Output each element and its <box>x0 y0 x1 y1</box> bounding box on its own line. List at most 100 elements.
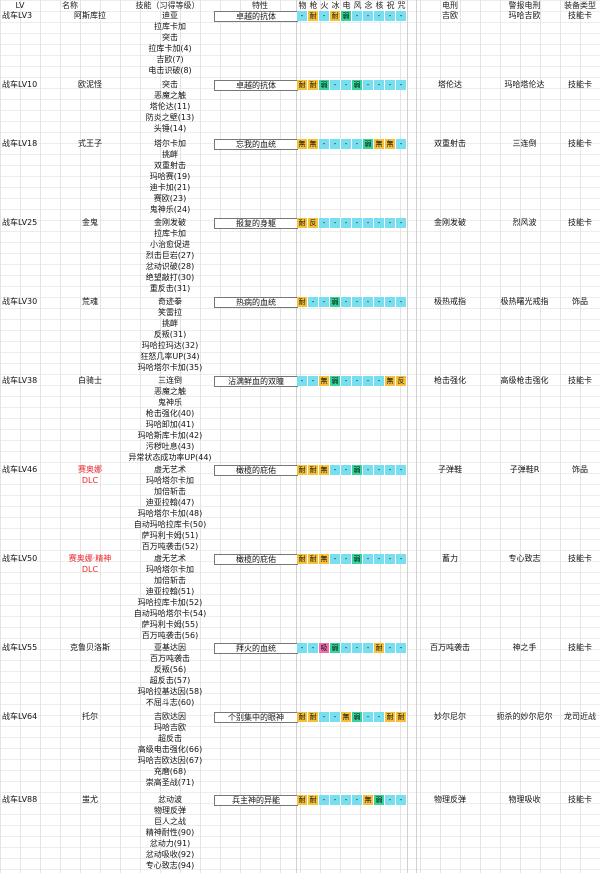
skill-item: 塔尔卡加 <box>154 139 186 148</box>
header-cell: 物 <box>298 1 307 10</box>
header-cell: 咒 <box>397 1 406 10</box>
persona-name: 蚩尤 <box>82 795 98 804</box>
resistance-cell: - <box>319 297 330 307</box>
skill-item: 反叛(31) <box>153 330 187 339</box>
skill-item: 拉库卡加(4) <box>148 44 192 53</box>
row-level: 战车LV64 <box>2 712 38 721</box>
skill-item: 玛哈塔尔卡加(48) <box>137 509 203 518</box>
header-cell: 火 <box>320 1 329 10</box>
skill-item: 崇高圣战(71) <box>145 778 195 787</box>
skill-item: 吉欧(7) <box>156 55 184 64</box>
skill-item: 物理反弹 <box>154 806 186 815</box>
skill-item: 精神耐性(90) <box>145 828 195 837</box>
resistance-cell: 無 <box>374 139 385 149</box>
skill-item: 枪击强化(40) <box>145 409 195 418</box>
equipment-type: 技能卡 <box>568 376 592 385</box>
persona-name: 克鲁贝洛斯 <box>70 643 110 652</box>
resistance-cell: - <box>341 643 352 653</box>
resistance-cell: 弱 <box>330 376 341 386</box>
resistance-cell: 無 <box>308 139 319 149</box>
header-cell: 祝 <box>386 1 395 10</box>
skill-item: 虚无艺术 <box>154 465 186 474</box>
resistance-cell: 耐 <box>308 712 319 722</box>
resistance-cell: - <box>319 795 330 805</box>
resistance-cell: 弱 <box>330 297 341 307</box>
resistance-cell: 無 <box>319 465 330 475</box>
resistance-cell: - <box>330 218 341 228</box>
skill-item: 挑衅 <box>162 150 178 159</box>
resistance-cell: - <box>363 465 374 475</box>
resistance-cell: - <box>330 712 341 722</box>
trait-cell: 卓越的抗体 <box>214 80 298 91</box>
alarm-electric-chair-result: 高级枪击强化 <box>500 376 549 385</box>
resistance-cell: 弱 <box>352 712 363 722</box>
alarm-electric-chair-result: 物理吸收 <box>508 795 541 804</box>
header-cell: 念 <box>364 1 373 10</box>
resistance-cell: - <box>374 376 385 386</box>
trait-cell: 个别集中的眼神 <box>214 712 298 723</box>
resistance-cell: - <box>385 554 396 564</box>
skill-item: 赛欧(23) <box>153 194 187 203</box>
header-cell: LV <box>15 1 25 10</box>
resistance-cell: 耐 <box>308 465 319 475</box>
resistance-cell: - <box>341 795 352 805</box>
trait-cell: 忘我的血统 <box>214 139 298 150</box>
resistance-cell: - <box>385 465 396 475</box>
electric-chair-result: 百万吨袭击 <box>430 643 470 652</box>
persona-name: 荒魂 <box>82 297 98 306</box>
skill-item: 虚无艺术 <box>154 554 186 563</box>
row-level: 战车LV50 <box>2 554 38 563</box>
equipment-type: 技能卡 <box>568 643 592 652</box>
resistance-cell: 吸 <box>319 643 330 653</box>
resistance-cell: - <box>363 712 374 722</box>
skill-item: 玛哈塔尔卡加 <box>146 476 194 485</box>
skill-item: 超反击 <box>158 734 182 743</box>
resistance-cell: - <box>341 376 352 386</box>
resistance-cell: - <box>297 643 308 653</box>
resistance-cell: 耐 <box>308 80 319 90</box>
skill-item: 恶魔之触 <box>154 91 186 100</box>
alarm-electric-chair-result: 玛哈吉欧 <box>508 11 541 20</box>
persona-name: 赛奥娜·精神 <box>68 554 112 563</box>
skill-item: 头锤(14) <box>153 124 187 133</box>
resistance-cell: 耐 <box>385 712 396 722</box>
skill-item: 突击 <box>162 33 178 42</box>
column-divider <box>416 0 417 873</box>
skill-item: 迪亚拉翰(47) <box>145 498 195 507</box>
resistance-cell: - <box>330 80 341 90</box>
resistance-cell: 弱 <box>352 465 363 475</box>
skill-item: 玛哈塔尔卡加(35) <box>137 363 203 372</box>
electric-chair-result: 子弹鞋 <box>438 465 462 474</box>
resistance-cell: - <box>396 554 407 564</box>
skill-item: 玛哈斯库卡加(42) <box>137 431 203 440</box>
resistance-cell: 無 <box>319 554 330 564</box>
skill-item: 异常状态成功率UP(44) <box>128 453 212 462</box>
resistance-cell: - <box>341 139 352 149</box>
skill-item: 专心致志(94) <box>145 861 195 870</box>
alarm-electric-chair-result: 玛哈塔伦达 <box>504 80 545 89</box>
skill-item: 吉欧达因 <box>154 712 186 721</box>
skill-item: 拉库卡加 <box>154 22 186 31</box>
skill-item: 充磨(68) <box>153 767 187 776</box>
header-cell: 电 <box>342 1 351 10</box>
skill-item: 加倍斩击 <box>154 576 186 585</box>
alarm-electric-chair-result: 专心致志 <box>508 554 541 563</box>
resistance-cell: - <box>341 465 352 475</box>
resistance-cell: 耐 <box>330 11 341 21</box>
resistance-cell: 耐 <box>297 297 308 307</box>
header-cell: 装备类型 <box>564 1 596 10</box>
skill-item: 玛哈赛(19) <box>149 172 191 181</box>
skill-item: 重反击(31) <box>149 284 191 293</box>
resistance-cell: 耐 <box>297 218 308 228</box>
skill-item: 玛哈吉欧达因(67) <box>137 756 203 765</box>
row-level: 战车LV46 <box>2 465 38 474</box>
resistance-cell: 弱 <box>374 795 385 805</box>
resistance-cell: - <box>363 376 374 386</box>
skill-item: 加倍斩击 <box>154 487 186 496</box>
resistance-cell: - <box>319 218 330 228</box>
row-level: 战车LV38 <box>2 376 38 385</box>
alarm-electric-chair-result: 极热曙光戒指 <box>500 297 549 306</box>
skill-item: 笑雷拉 <box>158 308 182 317</box>
row-level: 战车LV3 <box>2 11 33 20</box>
